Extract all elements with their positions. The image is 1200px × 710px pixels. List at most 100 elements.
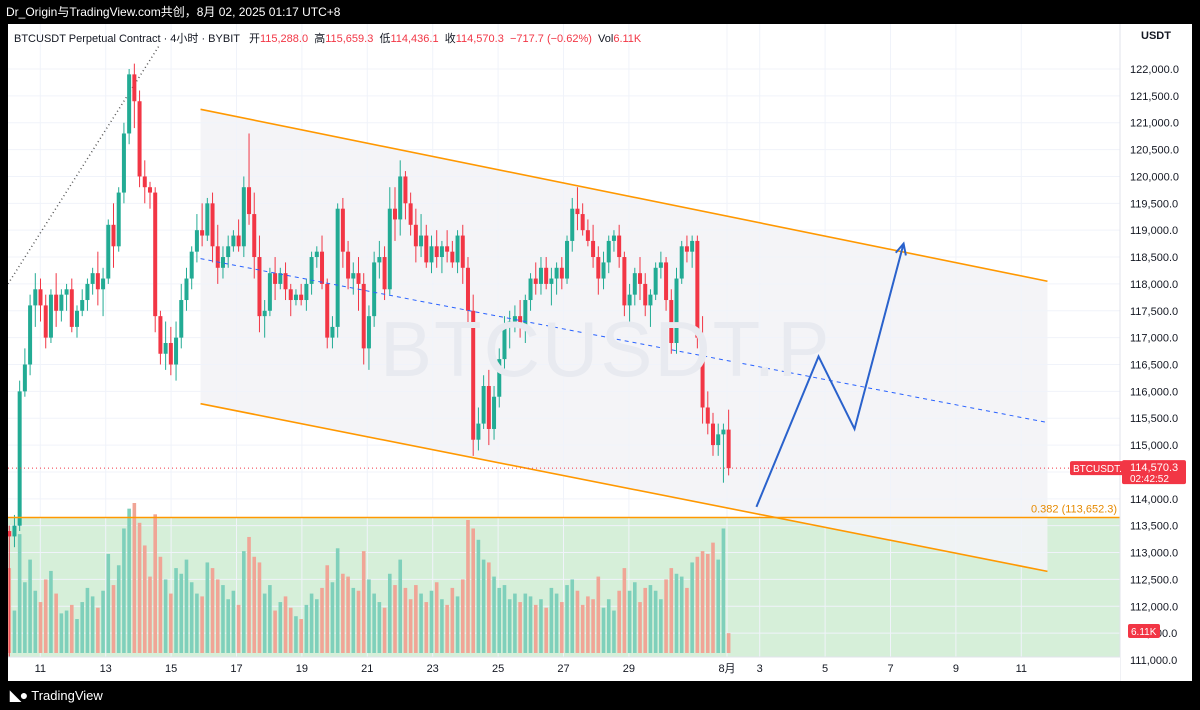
candle-body[interactable] [674,278,679,344]
candle-body[interactable] [387,208,392,290]
candle-body[interactable] [273,273,278,284]
candle-body[interactable] [664,262,669,301]
candle-body[interactable] [59,294,64,311]
candle-body[interactable] [408,203,413,225]
candle-body[interactable] [429,246,434,263]
candle-body[interactable] [648,294,653,306]
candle-body[interactable] [507,321,512,327]
candle-body[interactable] [127,74,132,134]
candle-body[interactable] [48,294,53,338]
candle-body[interactable] [85,283,90,301]
candle-body[interactable] [653,267,658,295]
candle-body[interactable] [450,251,455,263]
candle-body[interactable] [638,273,643,284]
projection-path[interactable] [755,243,905,508]
candle-body[interactable] [512,316,517,322]
candle-body[interactable] [611,235,616,241]
candle-body[interactable] [309,257,314,284]
candle-body[interactable] [538,267,543,284]
candle-body[interactable] [241,187,246,247]
candle-body[interactable] [163,343,168,354]
candle-body[interactable] [158,316,163,354]
candle-body[interactable] [142,176,147,188]
candle-body[interactable] [304,283,309,301]
channel-lower-line[interactable] [200,402,1048,573]
candle-body[interactable] [559,267,564,279]
candle-body[interactable] [575,208,580,215]
candle-body[interactable] [419,235,424,247]
candle-body[interactable] [215,246,220,268]
candle-body[interactable] [533,278,538,284]
candle-body[interactable] [28,305,33,365]
candle-body[interactable] [366,316,371,349]
candle-body[interactable] [90,273,95,284]
tradingview-logo[interactable]: ◣● TradingView [10,681,103,710]
candle-body[interactable] [314,251,319,258]
candle-body[interactable] [492,396,497,429]
candle-body[interactable] [174,337,179,365]
candle-body[interactable] [372,262,377,317]
candle-body[interactable] [684,246,689,252]
candle-body[interactable] [184,278,189,301]
candle-body[interactable] [471,310,476,440]
candle-body[interactable] [591,240,596,258]
candle-body[interactable] [132,74,137,102]
candle-body[interactable] [320,251,325,284]
candle-body[interactable] [570,208,575,241]
candle-body[interactable] [403,176,408,204]
legend-symbol[interactable]: BTCUSDT Perpetual Contract · 4小时 · BYBIT [14,33,240,45]
candle-body[interactable] [189,251,194,279]
candle-body[interactable] [585,230,590,241]
candle-body[interactable] [247,187,252,215]
candle-body[interactable] [288,289,293,301]
candle-body[interactable] [643,283,648,306]
candle-body[interactable] [194,230,199,252]
candle-body[interactable] [393,208,398,220]
candle-body[interactable] [434,246,439,258]
candle-body[interactable] [544,267,549,284]
candle-body[interactable] [398,176,403,220]
candle-body[interactable] [716,434,721,446]
candle-body[interactable] [121,133,126,193]
candle-body[interactable] [262,310,267,317]
candle-body[interactable] [377,257,382,263]
candle-body[interactable] [69,289,74,327]
candle-body[interactable] [236,235,241,247]
candle-body[interactable] [80,300,85,311]
candle-body[interactable] [111,224,116,247]
candle-body[interactable] [137,101,142,177]
candle-body[interactable] [700,337,705,408]
candle-body[interactable] [596,257,601,279]
candle-body[interactable] [601,262,606,279]
candle-body[interactable] [231,235,236,247]
candle-body[interactable] [116,192,121,247]
candle-body[interactable] [690,240,695,252]
candle-body[interactable] [445,246,450,252]
price-chart-svg[interactable]: 0.382 (113,652.3)0.5 (110,687.5)111,000.… [8,24,1192,681]
candle-body[interactable] [549,278,554,284]
candle-body[interactable] [554,267,559,279]
candle-body[interactable] [205,203,210,236]
candle-body[interactable] [356,273,361,284]
candle-body[interactable] [335,208,340,327]
candle-body[interactable] [22,364,27,392]
candle-body[interactable] [523,300,528,327]
candle-body[interactable] [75,310,80,327]
candle-body[interactable] [95,273,100,290]
candle-body[interactable] [330,326,335,338]
candle-body[interactable] [101,278,106,290]
candle-body[interactable] [267,273,272,311]
price-scale-currency[interactable]: USDT [1141,30,1171,42]
candle-body[interactable] [726,429,731,469]
candle-body[interactable] [528,278,533,301]
candle-body[interactable] [351,273,356,279]
candle-body[interactable] [361,283,366,349]
candle-body[interactable] [439,246,444,258]
candle-body[interactable] [220,257,225,268]
candle-body[interactable] [299,294,304,301]
candle-body[interactable] [565,240,570,279]
candle-body[interactable] [382,257,387,290]
candle-body[interactable] [486,385,491,429]
candle-body[interactable] [17,391,22,526]
candle-body[interactable] [64,289,69,295]
